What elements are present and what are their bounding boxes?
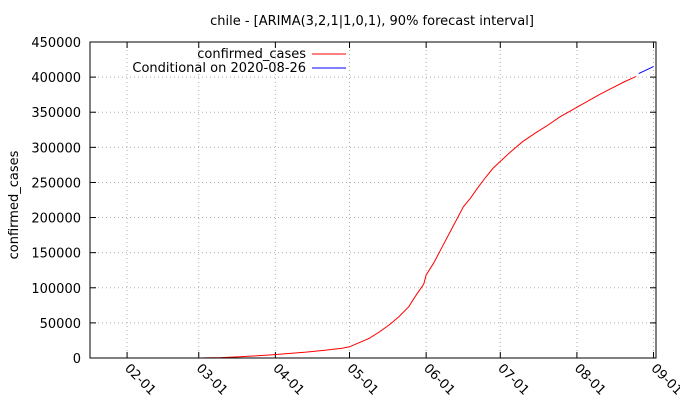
y-tick-label: 350000: [31, 106, 81, 121]
series-line-forecast: [638, 66, 654, 75]
series-layer: [203, 66, 654, 359]
y-axis-ticks: 0 50000 100000 150000 200000 250000 300000 3500…: [31, 36, 656, 367]
x-tick-label: 03-01: [193, 361, 230, 398]
chart-title: chile - [ARIMA(3,2,1|1,0,1), 90% forecas…: [210, 14, 534, 29]
legend-label: confirmed_cases: [197, 47, 306, 62]
y-tick-label: 400000: [31, 71, 81, 86]
series-line-confirmed-cases: [203, 75, 637, 359]
y-tick-label: 150000: [31, 247, 81, 262]
y-tick-label: 50000: [40, 317, 81, 332]
x-axis-ticks: 02-01 03-01 04-01 05-01 06-01 07-01 08-01 09-01: [121, 42, 680, 399]
y-tick-label: 450000: [31, 36, 81, 51]
legend-label: Conditional on 2020-08-26: [132, 61, 306, 76]
x-tick-label: 07-01: [494, 361, 531, 398]
y-axis-label: confirmed_cases: [7, 150, 22, 259]
x-tick-label: 09-01: [648, 361, 680, 398]
gridlines: [90, 42, 656, 358]
x-tick-label: 02-01: [121, 361, 158, 398]
x-tick-label: 08-01: [571, 361, 608, 398]
x-tick-label: 05-01: [344, 361, 381, 398]
y-tick-label: 0: [73, 352, 81, 367]
y-tick-label: 100000: [31, 282, 81, 297]
y-tick-label: 200000: [31, 212, 81, 227]
y-tick-label: 300000: [31, 141, 81, 156]
plot-frame: [89, 41, 657, 359]
x-tick-label: 06-01: [420, 361, 457, 398]
y-tick-label: 250000: [31, 176, 81, 191]
x-tick-label: 04-01: [270, 361, 307, 398]
